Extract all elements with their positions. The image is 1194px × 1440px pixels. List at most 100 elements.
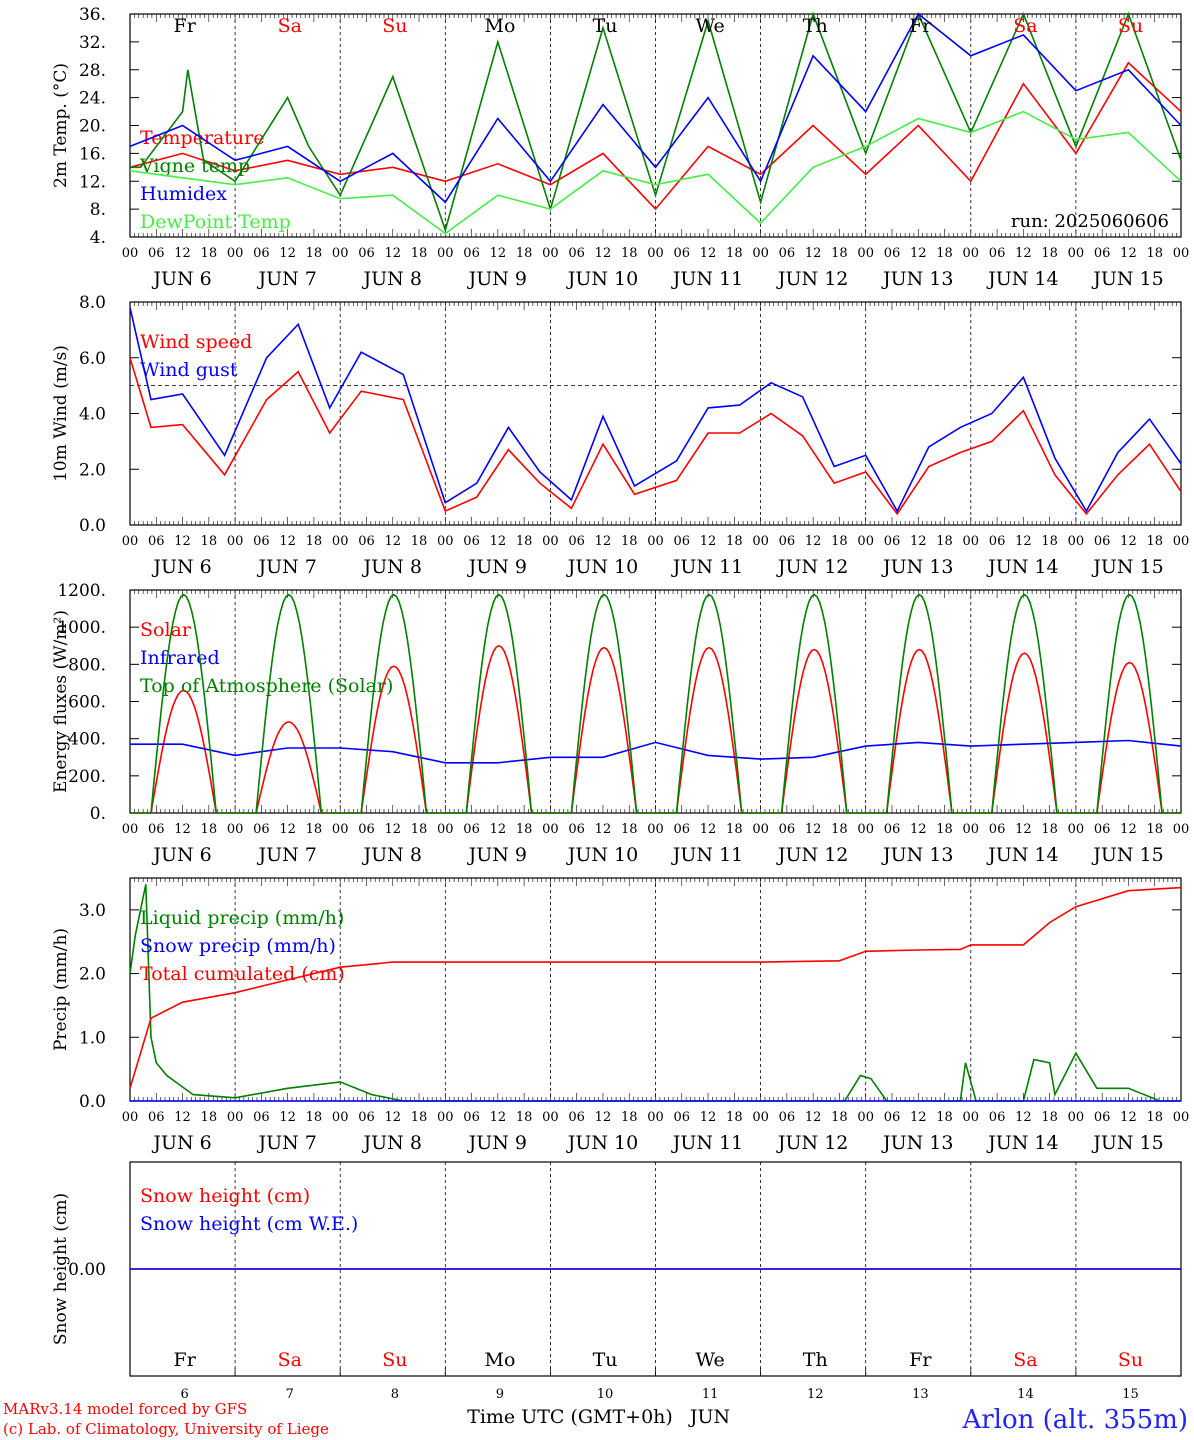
hour-label: 18 [936, 822, 953, 837]
hour-label: 00 [542, 246, 559, 261]
hour-label: 12 [174, 246, 191, 261]
x-axis-title: Time UTC (GMT+0h) [467, 1406, 673, 1428]
date-label: JUN 7 [256, 556, 316, 578]
hour-label: 12 [490, 822, 507, 837]
hour-label: 00 [437, 822, 454, 837]
hour-label: 12 [1015, 534, 1032, 549]
date-label: JUN 7 [256, 268, 316, 290]
hour-label: 12 [1120, 1110, 1137, 1125]
hour-label: 00 [1173, 534, 1190, 549]
hour-label: 00 [227, 822, 244, 837]
hour-label: 06 [568, 822, 585, 837]
hour-label: 00 [227, 534, 244, 549]
hour-label: 18 [1146, 1110, 1163, 1125]
date-label: 9 [496, 1387, 504, 1402]
date-label: JUN 6 [151, 1132, 211, 1154]
day-name: We [696, 1349, 725, 1371]
hour-label: 12 [595, 1110, 612, 1125]
hour-label: 18 [831, 822, 848, 837]
y-tick-label: 16. [79, 144, 106, 164]
date-label: JUN 13 [881, 556, 953, 578]
hour-label: 00 [752, 1110, 769, 1125]
hour-label: 12 [595, 534, 612, 549]
y-tick-label: 1200. [57, 581, 106, 601]
hour-label: 00 [122, 246, 139, 261]
y-tick-label: 12. [79, 172, 106, 192]
y-axis-title: Precip (mm/h) [51, 928, 71, 1051]
panel-4: 0.0 1.0 2.0 3.0 Precip (mm/h) Liquid precip (… [51, 877, 1190, 1154]
y-tick-label: 0.0 [79, 1092, 106, 1112]
hour-label: 18 [516, 534, 533, 549]
hour-label: 06 [148, 822, 165, 837]
hour-label: 00 [857, 822, 874, 837]
hour-label: 12 [595, 246, 612, 261]
hour-label: 06 [674, 534, 691, 549]
run-annotation: run: 2025060606 [1011, 211, 1169, 232]
hour-label: 06 [989, 534, 1006, 549]
hour-label: 18 [411, 246, 428, 261]
legend-entry: Wind gust [140, 359, 238, 381]
legend-entry: Wind speed [140, 331, 252, 353]
hour-label: 18 [201, 822, 218, 837]
date-label: JUN 14 [986, 556, 1058, 578]
hour-label: 06 [884, 822, 901, 837]
legend-entry: Snow precip (mm/h) [140, 935, 336, 957]
hour-label: 00 [1173, 1110, 1190, 1125]
hour-label: 00 [332, 246, 349, 261]
hour-label: 12 [805, 1110, 822, 1125]
day-name: Mo [484, 1349, 515, 1371]
hour-label: 00 [752, 246, 769, 261]
day-name: Su [1118, 1349, 1143, 1371]
hour-label: 12 [700, 822, 717, 837]
hour-label: 18 [1146, 822, 1163, 837]
hour-label: 06 [568, 1110, 585, 1125]
hour-label: 12 [1015, 246, 1032, 261]
panel-1: 4.8.12.16.20.24.28.32.36.2m Temp. (°C) Te… [51, 5, 1189, 290]
legend-entry: Vigne temp [139, 155, 250, 177]
hour-label: 00 [227, 246, 244, 261]
y-axis-title: 10m Wind (m/s) [51, 345, 71, 482]
hour-label: 06 [1094, 534, 1111, 549]
hour-label: 00 [542, 1110, 559, 1125]
date-label: JUN 10 [566, 1132, 638, 1154]
hour-label: 00 [1068, 822, 1085, 837]
y-tick-label: 3.0 [79, 901, 106, 921]
hour-label: 06 [463, 534, 480, 549]
panel-3: 0. 200. 400. 600. 800. 1000. 1200. Energy fluxe… [51, 581, 1189, 866]
legend-entry: Snow height (cm W.E.) [140, 1213, 358, 1235]
day-name: Sa [1013, 15, 1037, 37]
date-label: JUN 15 [1091, 844, 1163, 866]
date-label: 6 [181, 1387, 189, 1402]
legend-entry: Top of Atmosphere (Solar) [140, 675, 393, 697]
hour-label: 06 [358, 246, 375, 261]
series-line-dewpoint-temp [129, 110, 1182, 235]
hour-label: 06 [148, 246, 165, 261]
hour-label: 18 [831, 534, 848, 549]
hour-label: 00 [122, 822, 139, 837]
date-label: JUN 15 [1091, 1132, 1163, 1154]
hour-label: 18 [726, 1110, 743, 1125]
date-label: JUN 6 [151, 268, 211, 290]
y-tick-label: 200. [68, 767, 106, 787]
hour-label: 00 [332, 822, 349, 837]
y-tick-label: 1000. [57, 618, 106, 638]
date-label: JUN 11 [671, 556, 743, 578]
hour-label: 18 [1146, 246, 1163, 261]
date-label: JUN 9 [467, 844, 527, 866]
hour-label: 12 [805, 246, 822, 261]
hour-label: 00 [1068, 246, 1085, 261]
hour-label: 12 [174, 822, 191, 837]
day-name: Th [803, 15, 828, 37]
date-label: JUN 12 [776, 844, 848, 866]
date-label: JUN 15 [1091, 268, 1163, 290]
hour-label: 12 [595, 822, 612, 837]
y-tick-label: 1.0 [79, 1028, 106, 1048]
hour-label: 00 [752, 534, 769, 549]
hour-label: 18 [726, 822, 743, 837]
date-label: 14 [1017, 1387, 1034, 1402]
hour-label: 18 [1041, 822, 1058, 837]
legend-entry: Liquid precip (mm/h) [140, 907, 344, 929]
date-label: 13 [912, 1387, 929, 1402]
hour-label: 12 [1120, 534, 1137, 549]
